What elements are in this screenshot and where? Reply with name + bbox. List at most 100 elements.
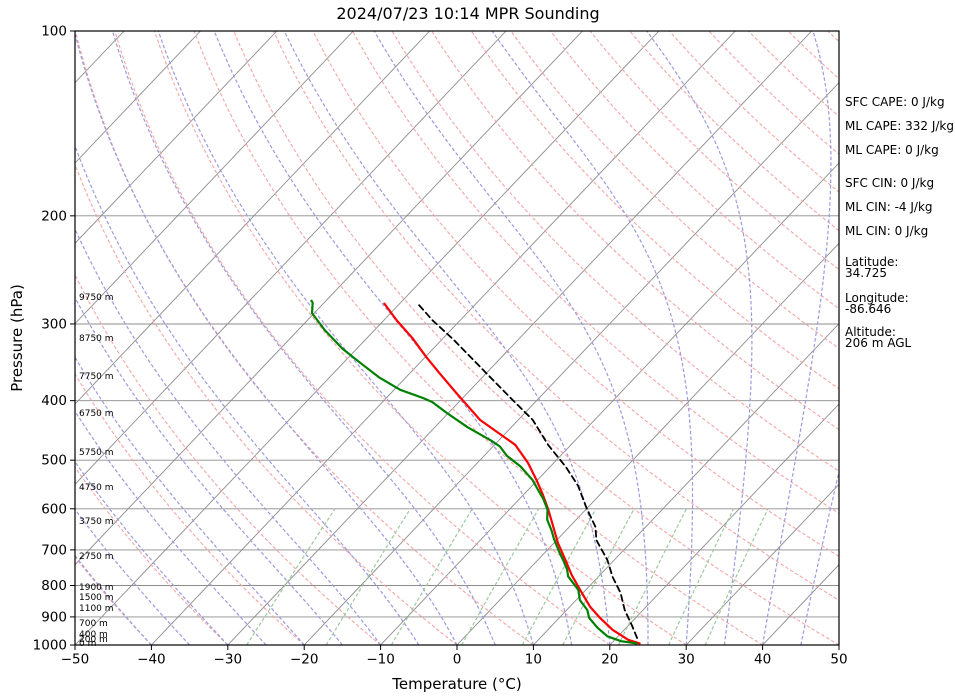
x-tick-label: −40 <box>137 652 166 668</box>
dry-adiabat-line <box>391 31 839 472</box>
dewpoint-line <box>310 299 638 645</box>
altitude-label: 3750 m <box>79 517 114 527</box>
dry-adiabat-line <box>589 31 839 271</box>
dry-adiabat-line <box>510 31 839 350</box>
dry-adiabat-line <box>153 31 687 645</box>
x-tick-label: 30 <box>678 652 695 668</box>
x-tick-label: −30 <box>214 652 243 668</box>
isotherm-line <box>75 31 431 405</box>
annotation-altitude-label: Altitude: <box>845 325 896 339</box>
altitude-label: 400 m <box>79 630 108 640</box>
y-tick-label: 400 <box>41 393 67 409</box>
altitude-label: 1100 m <box>79 604 114 614</box>
x-tick-label: −10 <box>366 652 395 668</box>
moist-adiabats <box>75 31 839 645</box>
x-tick-label: 0 <box>453 652 462 668</box>
x-tick-label: 50 <box>830 652 847 668</box>
altitude-label: 6750 m <box>79 409 114 419</box>
moist-adiabat-line <box>75 460 229 645</box>
tick-labels: −50 −40 −30 −20 −10 0 10 20 30 40 50 100 200 300 400 50… <box>33 24 848 668</box>
mixing-ratio-line <box>562 508 635 645</box>
y-tick-label: 200 <box>41 208 67 224</box>
isotherms <box>75 31 839 645</box>
moist-adiabat-line <box>111 31 496 645</box>
axis-ticks <box>70 30 840 650</box>
dry-adiabat-line <box>272 31 839 601</box>
dry-adiabat-line <box>75 163 458 645</box>
y-axis-label: Pressure (hPa) <box>8 284 26 392</box>
annotation-sfc-cin: SFC CIN: 0 J/kg <box>845 176 935 190</box>
y-tick-label: 700 <box>41 542 67 558</box>
altitude-label: 4750 m <box>79 483 114 493</box>
moist-adiabat-line <box>75 144 420 645</box>
x-tick-label: 20 <box>601 652 618 668</box>
annotation-ml-cin-2: ML CIN: 0 J/kg <box>845 224 929 238</box>
dry-adiabat-line <box>312 31 839 558</box>
moist-adiabat-line <box>75 227 382 645</box>
y-tick-label: 800 <box>41 578 67 594</box>
moist-adiabat-line <box>157 31 534 645</box>
isotherm-line <box>609 403 839 645</box>
isotherm-line <box>75 31 278 244</box>
mixing-ratio-line <box>390 508 473 645</box>
moist-adiabat-line <box>491 31 694 645</box>
altitude-label: 0 m <box>79 639 96 649</box>
annotation-altitude-value: 206 m AGL <box>845 336 912 350</box>
dry-adiabat-line <box>75 273 381 645</box>
y-tick-label: 300 <box>41 316 67 332</box>
annotation-longitude-value: -86.646 <box>845 302 892 316</box>
sounding-curves <box>310 299 641 645</box>
dry-adiabat-line <box>431 31 839 431</box>
annotation-latitude-label: Latitude: <box>845 255 899 269</box>
moist-adiabat-line <box>800 469 839 645</box>
mixing-ratio-line <box>668 508 735 645</box>
chart-title: 2024/07/23 10:14 MPR Sounding <box>336 4 600 23</box>
mixing-ratio-line <box>521 508 597 645</box>
annotation-ml-cape-2: ML CAPE: 0 J/kg <box>845 143 939 157</box>
isotherm-line <box>75 31 660 645</box>
isotherm-line <box>380 162 839 645</box>
y-tick-label: 100 <box>41 24 67 40</box>
y-tick-label: 600 <box>41 501 67 517</box>
dry-adiabat-line <box>75 31 534 645</box>
moist-adiabat-line <box>762 31 832 645</box>
isotherm-line <box>75 31 507 485</box>
parcel-line <box>417 303 638 639</box>
isotherm-line <box>685 483 839 645</box>
isotherm-line <box>75 31 354 325</box>
annotation-sfc-cape: SFC CAPE: 0 J/kg <box>845 95 945 109</box>
annotation-longitude-label: Longitude: <box>845 291 909 305</box>
altitude-label: 2750 m <box>79 552 114 562</box>
mixing-ratio-line <box>704 508 769 645</box>
moist-adiabat-line <box>213 31 573 645</box>
moist-adiabat-line <box>373 31 649 645</box>
annotation-ml-cape: ML CAPE: 332 J/kg <box>845 119 954 133</box>
background-lines <box>75 31 839 645</box>
moist-adiabat-line <box>75 410 267 645</box>
dry-adiabat-line <box>470 31 839 390</box>
x-tick-label: 40 <box>754 652 771 668</box>
altitude-label: 9750 m <box>79 293 114 303</box>
isotherm-line <box>151 31 736 645</box>
dry-adiabat-line <box>233 31 839 645</box>
dry-adiabat-line <box>75 466 229 645</box>
mixing-ratio-line <box>617 508 688 645</box>
pressure-gridlines <box>75 31 839 645</box>
altitude-label: 1900 m <box>79 583 114 593</box>
moist-adiabat-line <box>75 356 305 645</box>
y-tick-label: 500 <box>41 453 67 469</box>
dry-adiabat-line <box>75 372 305 645</box>
dry-adiabat-line <box>550 31 839 310</box>
x-tick-label: −20 <box>290 652 319 668</box>
x-tick-label: 10 <box>525 652 542 668</box>
dry-adiabat-line <box>114 31 611 645</box>
dry-adiabat-line <box>629 31 839 232</box>
altitude-label: 700 m <box>79 619 108 629</box>
x-tick-label: −50 <box>61 652 90 668</box>
moist-adiabat-line <box>75 296 343 645</box>
mixing-ratio-line <box>246 508 336 645</box>
altitude-label: 5750 m <box>79 448 114 458</box>
dry-adiabat-line <box>352 31 839 515</box>
